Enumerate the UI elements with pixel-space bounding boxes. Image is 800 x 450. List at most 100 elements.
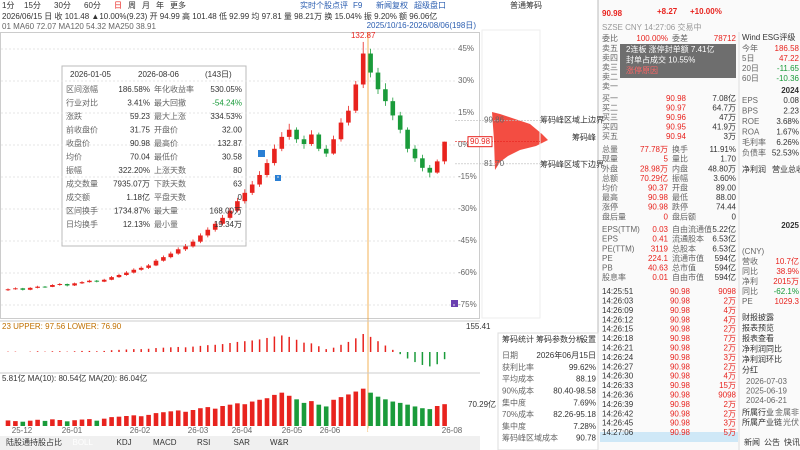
stats-tab[interactable]: 筹码参数分析: [536, 334, 584, 344]
label: 0: [238, 193, 243, 202]
label: 成交额: [66, 192, 90, 202]
tool-button[interactable]: F9: [353, 1, 363, 10]
stats-tab[interactable]: 筹码统计: [502, 334, 534, 344]
indicator-tab[interactable]: MACD: [153, 438, 177, 447]
row-highlight[interactable]: [600, 432, 738, 442]
label: 0.08: [783, 96, 799, 105]
link[interactable]: 财报披露: [742, 312, 774, 322]
period-tab[interactable]: 周: [128, 1, 136, 10]
date-input[interactable]: 2026-08-06: [138, 70, 179, 79]
volume-bar: [87, 419, 92, 426]
volume-bar: [235, 403, 240, 426]
marker: [258, 150, 265, 157]
period-tab[interactable]: 更多: [170, 0, 186, 10]
indicator-tab[interactable]: BOLL: [73, 438, 94, 447]
period-tab[interactable]: 年: [156, 0, 164, 10]
tool-button[interactable]: 实时个股点评: [300, 0, 348, 10]
period-tab[interactable]: 1分: [2, 1, 14, 10]
label: 流通市值: [672, 253, 704, 263]
period-tab[interactable]: 30分: [54, 1, 71, 10]
stats-tab[interactable]: 设置: [580, 334, 596, 344]
news-tab[interactable]: 新闻: [744, 437, 760, 447]
label: 行业对比: [66, 98, 98, 108]
label: 2024-06-21: [746, 396, 787, 405]
mode-label: 普通筹码: [510, 0, 542, 10]
indicator-tab[interactable]: 陆股通持股占比: [6, 437, 62, 447]
label: 90.94: [666, 132, 687, 141]
volume-bar: [227, 404, 233, 426]
label: 集中度: [502, 421, 526, 431]
volume-bar: [309, 401, 314, 426]
candle-body: [294, 129, 299, 140]
candle-body: [353, 84, 359, 111]
volume-bar: [434, 406, 440, 426]
label: 90.98: [670, 400, 691, 409]
link[interactable]: 分红: [742, 365, 758, 375]
volume-bar: [190, 410, 196, 426]
label: 3119: [651, 244, 669, 253]
candle-body: [309, 134, 314, 145]
label: 自由流通值: [672, 224, 712, 234]
volume-bar: [383, 399, 388, 426]
indicator-tab[interactable]: RSI: [197, 438, 210, 447]
candle-body: [338, 122, 344, 140]
candle-body: [20, 288, 26, 290]
volume-bar: [427, 409, 433, 426]
label: 年化收益率: [154, 84, 194, 94]
label: 5日: [742, 54, 754, 63]
label: 2.23: [783, 107, 799, 116]
label: 9098: [718, 287, 736, 296]
link[interactable]: 报表查看: [742, 333, 774, 343]
news-tab[interactable]: 公告: [764, 437, 780, 447]
fin-tab[interactable]: 营业总收: [772, 164, 800, 174]
label: 14:26:36: [602, 391, 634, 400]
link[interactable]: 报表预览: [742, 323, 774, 333]
label: 14:26:09: [602, 306, 634, 315]
side-value: 70.29亿: [468, 399, 496, 409]
period-tab[interactable]: 日: [114, 1, 122, 10]
indicator-tab[interactable]: KDJ: [117, 438, 132, 447]
label: 2024: [781, 86, 799, 95]
news-tab[interactable]: 快讯: [784, 437, 800, 447]
candle-body: [64, 284, 70, 286]
label: 11.91%: [709, 145, 736, 154]
period-tab[interactable]: 月: [142, 1, 150, 10]
volume-bar: [264, 398, 270, 426]
label: 52.53%: [772, 149, 799, 158]
label: 47.22: [779, 54, 800, 63]
fin-tab[interactable]: 净利润: [742, 164, 766, 174]
tool-button[interactable]: 新闻复权: [376, 0, 408, 10]
date-input[interactable]: 2026-01-05: [70, 70, 111, 79]
label: 委比: [602, 33, 618, 43]
label: 60日: [742, 74, 759, 83]
indicator-tab[interactable]: SAR: [234, 438, 251, 447]
volume-bar: [13, 421, 18, 426]
period-tab[interactable]: 60分: [84, 1, 101, 10]
label: 3.68%: [776, 117, 799, 126]
label: 10.7亿: [775, 256, 799, 266]
tool-button[interactable]: 超级盘口: [414, 0, 446, 10]
label: 负债率: [742, 148, 766, 158]
label: 2025: [781, 221, 799, 230]
candle-body: [109, 277, 114, 280]
volume-bar: [353, 391, 359, 426]
label: 委差: [672, 33, 688, 43]
label: 均价: [66, 152, 82, 162]
indicator-tab[interactable]: W&R: [270, 438, 289, 447]
link[interactable]: 净利润同比: [742, 344, 782, 354]
candle-body: [405, 129, 410, 149]
candle-body: [264, 163, 270, 175]
label: 自由市值: [672, 272, 704, 282]
label: 30.58: [222, 153, 243, 162]
volume-bar: [346, 394, 351, 426]
volume-bar: [168, 411, 174, 426]
link[interactable]: 净利润环比: [742, 354, 782, 364]
label: 4万: [724, 372, 736, 381]
label: 19.34万: [214, 220, 242, 229]
x-tick-label: 26-01: [62, 426, 83, 435]
label: 最小量: [154, 220, 178, 229]
period-tab[interactable]: 15分: [24, 1, 41, 10]
pct-tick-label: 45%: [458, 44, 474, 53]
